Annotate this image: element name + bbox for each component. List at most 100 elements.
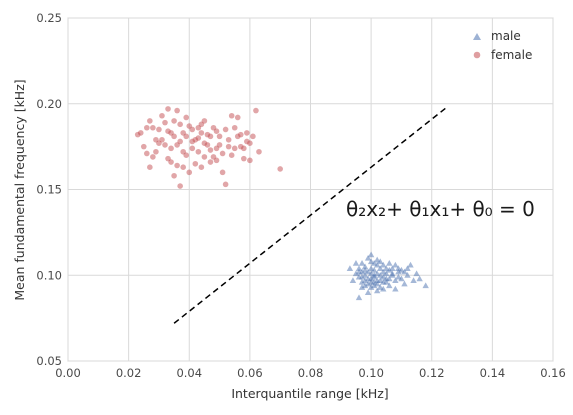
x-tick-label: 0.10 [358,366,384,380]
male-point [395,268,402,275]
male-point [392,285,399,292]
male-point [352,270,360,277]
female-point [225,143,232,150]
male-point [367,284,375,290]
male-point [410,277,417,283]
female-point [144,124,150,131]
y-tick-label: 0.10 [36,268,62,282]
y-tick-label: 0.15 [36,183,62,197]
male-point [364,254,372,261]
male-point [355,294,363,301]
female-point [162,142,168,148]
female-point [244,138,250,145]
male-point [358,260,366,266]
male-point [380,273,387,280]
female-point [183,114,190,121]
female-point [165,128,171,134]
female-point [189,145,196,152]
female-point [137,130,144,136]
male-points [346,251,429,301]
x-tick-label: 0.04 [176,366,202,380]
male-point [401,280,408,287]
male-point [355,265,363,271]
female-point [241,155,247,162]
female-point [144,150,150,157]
female-point [213,157,220,164]
male-point [349,277,357,283]
female-point [140,143,147,150]
legend: male female [473,29,532,62]
male-point [358,284,366,290]
female-point [198,130,205,136]
male-point [392,277,399,283]
female-point [165,106,171,112]
female-point [189,138,196,145]
female-point [219,150,226,157]
female-point [162,119,168,126]
boundary-equation: θ₂x₂+ θ₁x₁+ θ₀ = 0 [346,197,535,221]
female-point [241,145,247,152]
male-point [361,282,369,289]
male-point [346,265,354,271]
x-tick-label: 0.12 [419,366,445,380]
legend-male-marker [473,33,481,40]
female-point [201,154,208,160]
female-point [237,131,244,138]
female-point [159,112,165,119]
male-point [352,260,360,266]
male-point [404,272,411,278]
y-tick-label: 0.20 [36,97,62,111]
female-point [216,133,223,140]
male-point [383,278,390,285]
male-point [395,265,402,271]
female-point [174,107,180,114]
male-point [367,275,375,282]
female-point [177,121,183,128]
female-point [174,142,180,148]
y-tick-label: 0.05 [36,354,62,368]
female-point [150,124,156,131]
male-point [377,265,384,271]
x-axis-label: Interquantile range [kHz] [231,386,388,401]
male-point [416,275,423,282]
y-tick-label: 0.25 [36,11,62,25]
female-point [195,148,202,155]
male-point [364,280,372,287]
female-point [250,133,256,140]
female-point [192,160,199,167]
female-point [228,152,235,158]
male-point [383,270,390,277]
male-point [377,258,384,265]
female-point [213,145,220,152]
female-point [195,124,202,131]
female-point [207,133,214,140]
x-tick-label: 0.16 [540,366,566,380]
male-point [361,266,369,273]
male-point [367,251,375,258]
male-point [373,287,381,294]
female-point [159,136,165,143]
x-tick-label: 0.02 [116,366,142,380]
male-point [358,278,366,285]
male-point [386,260,393,266]
male-point [386,275,393,282]
x-tick-label: 0.14 [480,366,506,380]
female-point [174,162,180,169]
male-point [380,261,387,268]
female-point [171,133,177,140]
x-tick-label: 0.00 [55,366,81,380]
female-point [198,164,205,171]
female-point [256,148,262,155]
male-point [404,265,411,271]
male-point [407,261,414,268]
male-point [355,273,363,280]
female-point [231,145,238,152]
female-point [244,130,250,136]
female-point [180,164,186,171]
male-point [386,266,393,273]
male-point [370,272,378,278]
female-point [207,147,214,153]
male-point [380,285,387,292]
